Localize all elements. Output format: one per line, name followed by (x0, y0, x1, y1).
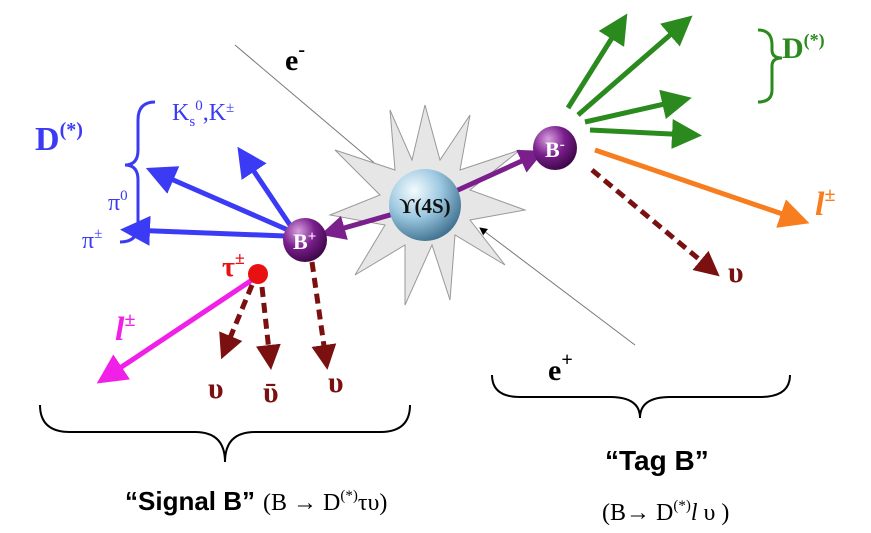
text: (B→ D (602, 500, 673, 526)
sup: + (308, 229, 317, 245)
text: e (285, 44, 298, 77)
text: ,K (203, 100, 227, 126)
upsilon-ball (389, 169, 461, 241)
tag-lepton-label: l± (815, 184, 835, 223)
sub: s (189, 114, 195, 130)
sup: 0 (120, 188, 128, 204)
text: τυ) (358, 490, 388, 516)
signal-d-brace (119, 100, 156, 244)
text: (B → D (263, 490, 340, 516)
captions: “Signal B” (B → D(*)τυ) “Tag B” (B→ D(*)l… (125, 445, 729, 526)
tag-lepton-arrow (594, 147, 810, 228)
text: B (545, 137, 560, 162)
signal-caption: “Signal B” (B → D(*)τυ) (125, 486, 387, 516)
neutrino-label: υ (208, 372, 224, 405)
text: l (115, 311, 125, 348)
electron-beam (234, 44, 393, 179)
sup: ± (226, 100, 234, 116)
tag-d-label: D(*) (782, 30, 825, 65)
arrow (237, 146, 295, 230)
braces (39, 28, 791, 463)
b-minus-label: B- (545, 137, 565, 162)
tau-ball (248, 264, 268, 284)
arrow (576, 15, 693, 117)
sup: ± (824, 184, 835, 206)
signal-lepton-label: l± (115, 309, 135, 348)
arrow (219, 284, 255, 360)
tag-neutrino-arrow (590, 168, 720, 277)
signal-lepton-arrow (96, 275, 257, 384)
pi0-label: π0 (108, 188, 128, 216)
positron-beam (479, 227, 636, 346)
tag-caption: “Tag B” (605, 445, 709, 476)
sup: ± (124, 309, 135, 331)
signal-hadrons (120, 146, 295, 246)
signal-d-label: D(*) (35, 119, 83, 158)
arrow (584, 89, 692, 125)
sup: 0 (195, 98, 203, 114)
arrow (145, 166, 289, 233)
sup: (*) (673, 498, 691, 514)
labels: e- e+ ϒ(4S) B- B+ D(*) l± υ D(*) Ks0,K± … (35, 30, 835, 409)
kaons-label: Ks0,K± (172, 98, 234, 130)
tau-label: τ± (222, 248, 245, 283)
b-minus-ball (533, 126, 577, 170)
text: B (293, 229, 308, 254)
tag-decay: (B→ D(*)l υ ) (602, 498, 729, 526)
text: υ ) (698, 500, 730, 526)
pi-pm-label: π± (82, 226, 102, 254)
text: D (35, 121, 60, 158)
sup: (*) (60, 119, 83, 141)
tag-hadrons (565, 13, 702, 150)
b-plus-ball (283, 218, 327, 262)
decay-lines (96, 13, 810, 384)
sup: + (561, 349, 572, 371)
neutrino-label: υ (328, 366, 344, 399)
text: D (782, 32, 804, 65)
text: K (172, 100, 190, 126)
text: l (815, 186, 825, 223)
arrow (309, 261, 337, 370)
text: l (691, 500, 698, 526)
positron-label: e+ (548, 349, 573, 387)
antineutrino-label: ῡ (263, 376, 279, 409)
text: π (108, 190, 120, 216)
tag-neutrino-label: υ (728, 256, 744, 289)
arrow (589, 119, 702, 150)
arrow (255, 286, 281, 370)
text: e (548, 354, 561, 387)
electron-label: e- (285, 39, 305, 77)
signal-neutrinos (219, 261, 337, 370)
sup: ± (235, 248, 245, 268)
tag-brace (491, 374, 791, 419)
text: π (82, 228, 94, 254)
tag-d-brace (757, 28, 783, 104)
text: τ (222, 252, 235, 283)
b-plus-label: B+ (293, 229, 316, 254)
arrow (120, 215, 286, 246)
sup: ± (94, 226, 102, 242)
sup: - (560, 137, 565, 153)
text: “Signal B” (125, 486, 255, 516)
beams (234, 44, 636, 346)
signal-brace (39, 404, 411, 463)
sup: - (298, 39, 305, 61)
sup: (*) (804, 30, 825, 51)
resonance-label: ϒ(4S) (399, 194, 450, 218)
arrow (565, 13, 628, 110)
sup: (*) (340, 488, 358, 504)
